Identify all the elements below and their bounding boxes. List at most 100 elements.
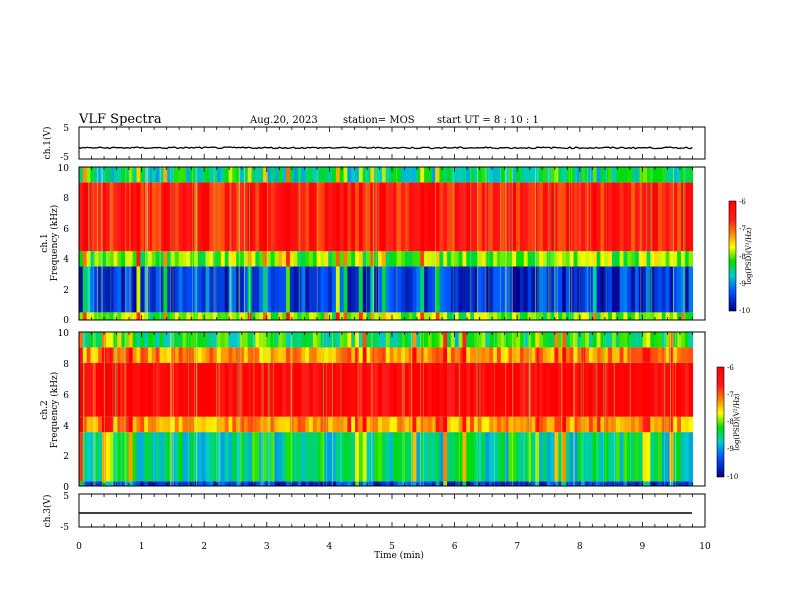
ch1-spectrogram-cell <box>136 167 141 183</box>
ch1-spectrogram-cell <box>136 251 141 267</box>
ch1-spectrogram-cell <box>128 266 134 313</box>
ch1-spectrogram-cell <box>619 167 625 183</box>
ch2-spectrogram-cell <box>240 347 245 363</box>
ch2-spectrogram-cell <box>539 416 544 433</box>
ch2-spectrogram-cell <box>347 416 352 433</box>
ch1-spectrogram-cell <box>650 312 655 320</box>
ch1-spectrogram-cell <box>128 312 134 320</box>
ch2-spectrogram-cell <box>512 362 517 417</box>
ch1-spectrogram-cell <box>236 167 241 183</box>
ch2-spectrogram-cell <box>366 416 371 433</box>
ch2-spectrogram-cell <box>646 481 651 486</box>
ch2-spectrogram-cell <box>286 332 291 348</box>
ch2-spectrogram-cell <box>615 416 621 433</box>
ch1-spectrogram-cell <box>546 312 552 320</box>
ch2-spectrogram-cell <box>531 481 536 486</box>
ch2-spectrogram-cell <box>631 481 636 486</box>
ch2-spectrogram-cell <box>634 332 640 348</box>
ch2-spectrogram-cell <box>539 347 544 363</box>
ch1-spectrogram-cell <box>608 182 613 252</box>
ch1-spectrogram-cell <box>305 251 310 267</box>
ch2-spectrogram-cell <box>608 332 613 348</box>
ch1-spectrogram-cell <box>401 167 406 183</box>
ch2-spectrogram-cell <box>638 347 644 363</box>
ch1-spectrogram-cell <box>358 266 364 313</box>
ch2-spectrogram-cell <box>496 416 502 433</box>
ch2-spectrogram-cell <box>343 362 348 417</box>
ch2-spectrogram-cell <box>439 347 444 363</box>
ch1-spectrogram-cell <box>197 182 203 252</box>
ch1-spectrogram-cell <box>274 167 279 183</box>
ch1-spectrogram-cell <box>94 266 99 313</box>
ch2-spectrogram-cell <box>86 362 92 417</box>
ch2-spectrogram-cell <box>458 362 464 417</box>
ch2-spectrogram-cell <box>450 416 456 433</box>
ch1-spectrogram-cell <box>224 251 230 267</box>
ch2-spectrogram-cell <box>320 432 325 482</box>
ch2-spectrogram-cell <box>623 416 628 433</box>
ch2-spectrogram-cell <box>447 347 452 363</box>
ch2-spectrogram-cell <box>82 416 88 433</box>
ch2-spectrogram-cell <box>385 332 391 348</box>
ch1-spectrogram-cell <box>328 312 333 320</box>
ch2-spectrogram-cell <box>654 347 659 363</box>
ch2-spectrogram-cell <box>155 432 161 482</box>
ch2-spectrogram-cell <box>500 347 506 363</box>
ch1-spectrogram-cell <box>174 312 180 320</box>
ch1-spectrogram-cell <box>458 266 464 313</box>
ch2-spectrogram-cell <box>443 332 448 348</box>
ch2-spectrogram-cell <box>558 332 563 348</box>
ch2-spectrogram-cell <box>82 432 88 482</box>
ch2-spectrogram-cell <box>301 481 306 486</box>
ch1-spectrogram-cell <box>102 182 107 252</box>
ch2-spectrogram-cell <box>121 432 126 482</box>
ch1-spectrogram-cell <box>677 266 682 313</box>
ch1-spectrogram-cell <box>523 182 529 252</box>
ch2-spectrogram-cell <box>278 481 283 486</box>
ch1-spectrogram-cell <box>447 182 452 252</box>
ch2-spectrogram-cell <box>274 347 279 363</box>
ch2-spectrogram-cell <box>270 432 276 482</box>
ch2-spectrogram-cell <box>611 347 617 363</box>
ch2-spectrogram-cell <box>496 481 502 486</box>
ch1-spectrogram-cell <box>661 312 667 320</box>
ch2-spectrogram-cell <box>240 362 245 417</box>
ch1-spectrogram-cell <box>217 312 222 320</box>
ch1-spectrogram-cell <box>527 167 533 183</box>
ch1-spectrogram-cell <box>669 182 674 252</box>
ch2-spectrogram-cell <box>642 362 648 417</box>
ch1-spectrogram-cell <box>358 182 364 252</box>
ch1-spectrogram-cell <box>186 167 191 183</box>
ch2-spectrogram-cell <box>569 347 575 363</box>
ch1-spectrogram-cell <box>546 182 552 252</box>
ch1-spectrogram-cell <box>546 266 552 313</box>
ch1-spectrogram-cell <box>646 182 651 252</box>
time-axis-ticks <box>78 127 706 527</box>
ch1-spectrogram-cell <box>370 167 375 183</box>
ch1-spectrogram-cell <box>201 251 207 267</box>
ch2-spectrogram-cell <box>362 362 368 417</box>
ch1-spectrogram-cell <box>205 182 210 252</box>
ch1-spectrogram-cell <box>125 251 130 267</box>
ch1-spectrogram-cell <box>489 266 494 313</box>
ch1-spectrogram-cell <box>240 251 245 267</box>
ch2-spectrogram-cell <box>282 347 287 363</box>
ch1-spectrogram-cell <box>558 266 563 313</box>
ch1-spectrogram-cell <box>362 251 368 267</box>
ch2-spectrogram-cell <box>297 332 302 348</box>
ch2-spectrogram-cell <box>178 432 184 482</box>
ch1-spectrogram-cell <box>374 167 379 183</box>
ch1-spectrogram-cell <box>408 251 414 267</box>
ch2-spectrogram-cell <box>105 432 111 482</box>
ch2-spectrogram-cell <box>201 362 207 417</box>
ch2-spectrogram-cell <box>351 362 356 417</box>
ch2-spectrogram-cell <box>454 481 460 486</box>
ch1-spectrogram-cell <box>401 266 406 313</box>
ch1-spectrogram-cell <box>255 182 260 252</box>
ch1-spectrogram-cell <box>339 251 345 267</box>
ch2-spectrogram-cell <box>335 481 341 486</box>
ch1-spectrogram-cell <box>439 251 444 267</box>
ch1-spectrogram-cell <box>79 167 84 183</box>
ch1-spectrogram-cell <box>270 312 276 320</box>
ch1-spectrogram-cell <box>217 251 222 267</box>
